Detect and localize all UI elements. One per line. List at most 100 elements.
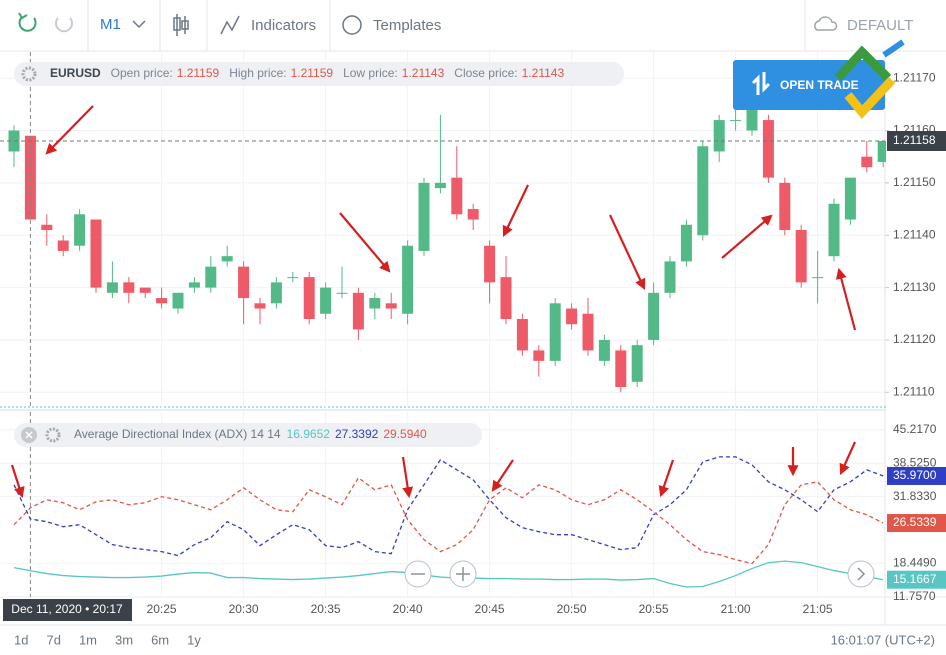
candle-body [598,339,610,361]
candle-body [484,245,496,283]
crosshair-date-box [3,599,132,621]
last-price-label: 1.21158 [893,133,936,147]
candle-body [57,240,69,251]
candle-body [762,120,774,178]
adx-legend: Average Directional Index (ADX) 14 14 16.… [74,427,427,441]
dropdown-icon[interactable] [132,20,146,29]
range-button[interactable]: 1y [187,632,201,647]
toolbar [0,0,946,51]
candle-body [746,109,758,131]
y-tick-label: 1.21130 [893,280,936,294]
candle-body [254,303,266,309]
readout-value: 1.21143 [522,66,565,80]
candle-body [615,350,627,388]
range-button[interactable]: 3m [115,632,133,647]
last-price-box [887,131,946,151]
templates-icon[interactable] [342,15,362,35]
candle-body [533,350,545,361]
candle-body [730,120,742,122]
layout-button[interactable]: DEFAULT [847,17,913,34]
readout-label: High price: [229,66,286,80]
scroll-right[interactable] [847,560,875,588]
range-button[interactable]: 6m [151,632,169,647]
candle-body [812,277,824,279]
y-tick-label: 1.21110 [893,384,935,398]
ohlc-readout-pill [14,62,624,86]
candle-body [467,209,479,220]
candle-body [779,182,791,230]
x-tick-label: 20:45 [475,602,505,616]
candle-body [238,266,250,299]
legend-value: 16.9652 [287,427,331,441]
candle-body [631,345,643,382]
candle-body [172,292,184,309]
candle-body [549,303,561,361]
y-tick-label: 18.4490 [893,556,937,570]
logo-blue [882,39,905,58]
indicators-button[interactable]: Indicators [251,17,316,34]
last-value-box [887,570,946,589]
candle-body [270,282,282,304]
candle-body [861,156,873,168]
x-tick-label: 20:50 [557,602,587,616]
indicators-icon[interactable] [220,15,240,35]
legend-value: 29.5940 [383,427,427,441]
readout-label: Open price: [111,66,173,80]
x-tick-label: 20:25 [147,602,177,616]
last-value-label: 26.5339 [893,515,937,529]
candle-body [648,292,660,340]
cloud-icon[interactable] [814,16,838,31]
candle-body [188,282,200,288]
indicator-settings[interactable] [45,427,61,443]
axes: 1.211701.211601.211501.211401.211301.211… [147,70,946,616]
annotation-arrows [10,105,857,499]
y-tick-label: 11.7570 [893,589,936,603]
settings-icon[interactable] [21,66,37,82]
redo-icon[interactable] [55,17,73,33]
candle-body [369,298,381,309]
crosshair-date: Dec 11, 2020 • 20:17 [11,602,123,616]
last-value-box [887,514,946,533]
templates-button[interactable]: Templates [373,17,441,34]
candle-body [74,214,86,246]
undo-arrow [18,12,28,20]
candle-body [287,277,299,279]
readout-label: Low price: [343,66,398,80]
candle-body [697,146,709,236]
ohlc-readout: EURUSD Open price: 1.21159 High price: 1.211… [50,66,564,80]
candle-body [352,292,364,330]
x-tick-label: 20:35 [311,602,341,616]
symbol: EURUSD [50,66,101,80]
candle-body [582,313,594,351]
candle-body [139,287,151,293]
candle-body [402,245,414,314]
candle-body [320,287,332,314]
x-tick-label: 21:05 [803,602,833,616]
candle-body [418,182,430,251]
logo-green [834,45,892,82]
legend-value: 27.3392 [335,427,379,441]
last-value-box [887,466,946,485]
x-tick-label: 20:30 [229,602,259,616]
candle-body [221,256,233,262]
y-tick-label: 38.5250 [893,455,937,469]
candle-body [877,141,886,162]
x-tick-label: 20:40 [393,602,423,616]
undo-icon[interactable] [18,16,37,32]
timeframe[interactable]: M1 [100,16,121,33]
candle-body [336,292,348,294]
price-plot [0,52,886,408]
candle-body [24,135,36,220]
candle-body [516,319,528,351]
candle-body [680,224,692,262]
last-value-label: 35.9700 [893,468,937,482]
range-button[interactable]: 7d [46,632,60,647]
readout-label: Close price: [454,66,517,80]
chart-type-icon[interactable] [173,14,189,36]
range-button[interactable]: 1d [14,632,28,647]
range-button[interactable]: 1m [79,632,97,647]
open-trade-label[interactable]: OPEN TRADE [780,78,859,92]
y-tick-label: 1.21140 [893,227,936,241]
